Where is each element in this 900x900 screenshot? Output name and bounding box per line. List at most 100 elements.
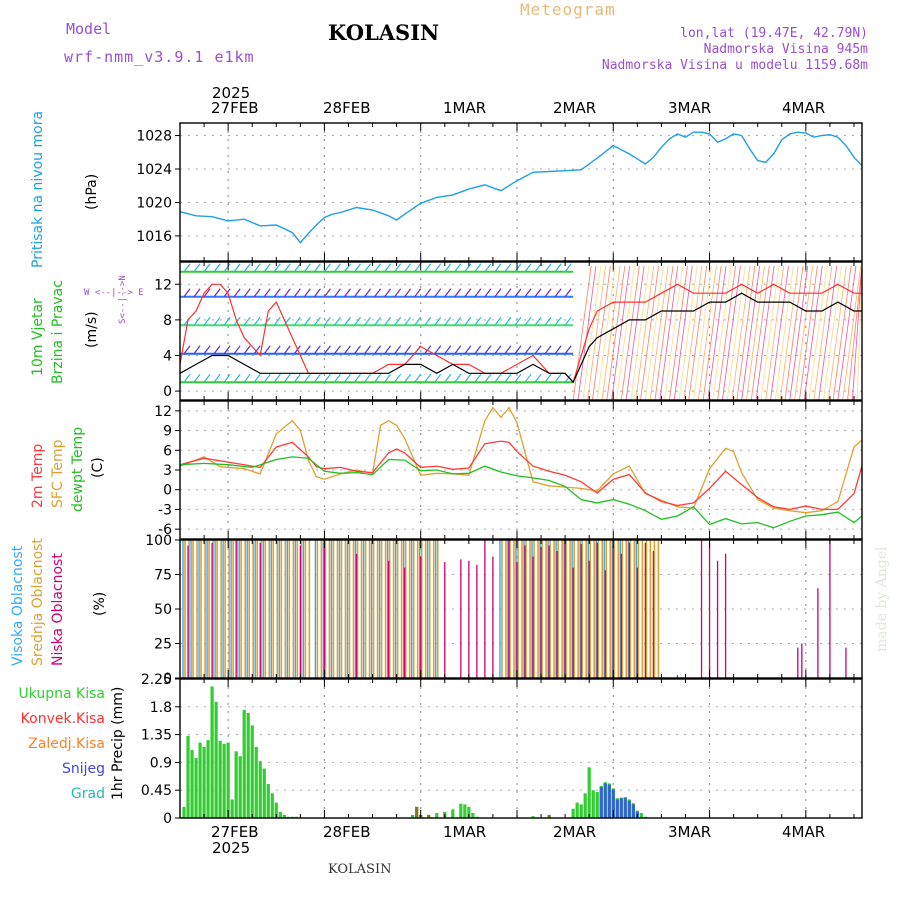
precip-snow-bar xyxy=(599,787,603,818)
year-label-top: 2025 xyxy=(212,84,251,102)
wind-barb xyxy=(283,288,291,298)
wind-barb xyxy=(253,263,261,273)
wind-barb xyxy=(414,373,422,383)
wind-barb xyxy=(464,316,472,326)
wind-barb xyxy=(464,345,472,355)
wind-barb xyxy=(273,373,281,383)
precip-total-bar xyxy=(459,803,463,818)
wind-barb xyxy=(524,288,532,298)
precip-total-bar xyxy=(467,806,471,818)
wind-barb xyxy=(243,263,251,273)
wind-hatch xyxy=(851,265,863,401)
wind-hatch xyxy=(673,265,693,401)
wind-barb xyxy=(404,345,412,355)
wind-barb xyxy=(484,316,492,326)
wind-barb xyxy=(384,316,392,326)
precip-total-bar xyxy=(266,784,270,818)
precip-total-bar xyxy=(242,709,246,818)
wind-hatch xyxy=(572,265,592,401)
wind-hatch xyxy=(789,265,809,401)
wind-barb xyxy=(354,288,361,298)
precip-total-bar xyxy=(250,725,254,818)
y-tick-label: 1016 xyxy=(136,229,172,245)
wind-barb xyxy=(424,288,432,298)
wind-barb xyxy=(544,263,552,273)
wind-barb xyxy=(323,288,331,298)
wind-barb xyxy=(504,345,512,355)
wind-compass-we: W <--|--> E xyxy=(84,288,144,298)
wind-barb xyxy=(374,316,382,326)
station-title: KOLASIN xyxy=(328,20,440,45)
wind-barb xyxy=(303,373,311,383)
wind-barb xyxy=(364,263,372,273)
precip-snow-bar xyxy=(623,798,627,818)
wind-barb xyxy=(323,345,331,355)
wind-hatch xyxy=(611,265,631,401)
date-label-top: 2MAR xyxy=(553,99,597,117)
wind-barb xyxy=(183,288,191,298)
wind-barb xyxy=(474,288,482,298)
wind-barb xyxy=(484,373,492,383)
pressure-line xyxy=(179,131,863,244)
product-title: Meteogram xyxy=(520,0,616,19)
precip-total-bar xyxy=(202,746,206,818)
wind-hatch xyxy=(736,265,756,401)
wind-barb xyxy=(263,263,271,273)
wind-barb xyxy=(233,288,241,298)
wind-barb xyxy=(193,288,201,298)
temp-sfc-line xyxy=(179,406,863,514)
wind-hatch xyxy=(707,265,727,401)
wind-barb xyxy=(444,316,452,326)
panel-frame xyxy=(179,261,863,401)
wind-barb xyxy=(253,345,261,355)
wind-hatch xyxy=(760,265,780,401)
wind-barb xyxy=(464,373,472,383)
wind-barb xyxy=(303,263,311,273)
wind-hatch xyxy=(794,265,814,401)
wind-barb xyxy=(474,373,482,383)
y-tick-label: 0 xyxy=(163,384,172,400)
wind-barb xyxy=(464,288,472,298)
wind-barb xyxy=(474,316,482,326)
precip-legend-hail: Grad xyxy=(70,786,105,802)
wind-barb xyxy=(554,373,562,383)
precip-total-bar xyxy=(234,751,238,818)
wind-hatch xyxy=(587,265,607,401)
wind-barb xyxy=(273,316,281,326)
dewpoint-line xyxy=(179,456,863,529)
y-tick-label: 25 xyxy=(154,637,172,653)
wind-barb xyxy=(534,263,542,273)
wind-barb xyxy=(213,263,221,273)
wind-barb xyxy=(554,345,562,355)
wind-barb xyxy=(333,316,341,326)
wind-hatch xyxy=(726,265,746,401)
precip-total-bar xyxy=(595,792,599,818)
y-tick-label: 0 xyxy=(163,811,172,827)
wind-barb xyxy=(434,263,442,273)
wind-hatch xyxy=(832,265,852,401)
precip-total-bar xyxy=(282,814,286,818)
wind-barb xyxy=(444,263,452,273)
wind-barb xyxy=(544,288,552,298)
year-label-bottom: 2025 xyxy=(212,839,251,857)
wind-barb xyxy=(333,288,341,298)
wind-hatch xyxy=(803,265,823,401)
wind-barb xyxy=(303,288,311,298)
wind-barb xyxy=(494,345,502,355)
wind-barb xyxy=(243,345,251,355)
wind-barb xyxy=(384,288,392,298)
y-tick-label: 9 xyxy=(163,424,172,440)
wind-hatch xyxy=(798,265,818,401)
precip-total-bar xyxy=(230,799,234,818)
wind-barb xyxy=(273,345,281,355)
wind-barb xyxy=(364,373,372,383)
wind-barb xyxy=(434,345,442,355)
wind-barb xyxy=(524,345,532,355)
wind-barb xyxy=(444,288,452,298)
wind-hatch xyxy=(664,265,684,401)
wind-barb xyxy=(444,373,452,383)
wind-barb xyxy=(203,373,211,383)
date-label-bottom: 27FEB xyxy=(211,823,259,841)
wind-barb xyxy=(414,263,422,273)
precip-snow-bar xyxy=(627,800,631,818)
